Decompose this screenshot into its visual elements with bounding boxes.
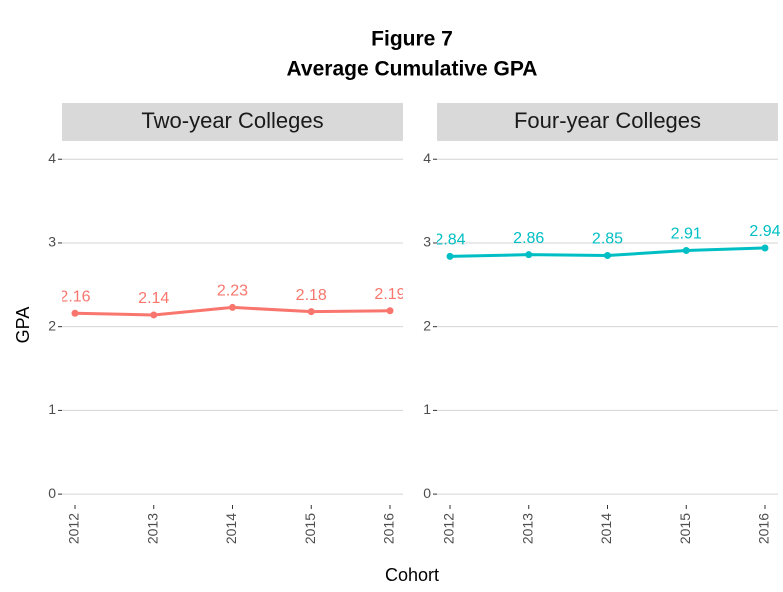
data-label: 2.16: [59, 288, 90, 305]
point: [761, 244, 769, 252]
data-label: 2.19: [374, 286, 405, 303]
x-tick-label: 2013: [519, 513, 535, 544]
y-tick-label: 2: [423, 317, 431, 333]
point: [386, 307, 394, 315]
point: [150, 311, 158, 319]
y-tick-label: 4: [423, 150, 431, 166]
y-tick-label: 0: [423, 485, 431, 501]
x-tick-label: 2012: [66, 513, 82, 544]
data-label: 2.84: [434, 232, 465, 249]
x-tick-label: 2015: [677, 513, 693, 544]
strip-background: [437, 103, 778, 141]
plot-area: 2.84 2.86 2.85 2.91 2.94: [434, 223, 781, 260]
y-axis-label: GPA: [13, 307, 33, 344]
point: [682, 246, 690, 254]
y-tick-label: 3: [48, 234, 56, 250]
data-label: 2.86: [513, 230, 544, 247]
x-tick-label: 2012: [441, 513, 457, 544]
x-axis-label: Cohort: [385, 565, 439, 585]
point: [446, 252, 454, 260]
chart-title: Figure 7: [371, 28, 453, 51]
strip-label: Two-year Colleges: [141, 108, 323, 133]
point: [229, 303, 236, 311]
strip-background: [62, 103, 403, 141]
y-tick-label: 2: [48, 317, 56, 333]
point: [307, 308, 315, 316]
y-tick-label: 1: [423, 401, 431, 417]
data-label: 2.18: [296, 287, 327, 304]
strip-label: Four-year Colleges: [514, 108, 701, 133]
data-label: 2.85: [592, 231, 623, 248]
point: [71, 309, 79, 317]
plot-area: 2.16 2.14 2.23 2.18 2.19: [59, 283, 405, 319]
x-tick-label: 2014: [223, 513, 239, 544]
data-label: 2.23: [217, 283, 248, 300]
chart-subtitle: Average Cumulative GPA: [287, 58, 538, 81]
x-tick-label: 2016: [756, 513, 772, 544]
x-tick-label: 2014: [598, 513, 614, 544]
point: [525, 251, 533, 259]
x-tick-label: 2013: [144, 513, 160, 544]
y-tick-label: 1: [48, 401, 56, 417]
data-label: 2.14: [138, 290, 169, 307]
y-tick-label: 3: [423, 234, 431, 250]
data-label: 2.94: [749, 223, 780, 240]
data-label: 2.91: [671, 226, 702, 243]
y-tick-label: 0: [48, 485, 56, 501]
x-tick-label: 2016: [381, 513, 397, 544]
y-tick-label: 4: [48, 150, 56, 166]
x-tick-label: 2015: [302, 513, 318, 544]
point: [604, 252, 611, 260]
